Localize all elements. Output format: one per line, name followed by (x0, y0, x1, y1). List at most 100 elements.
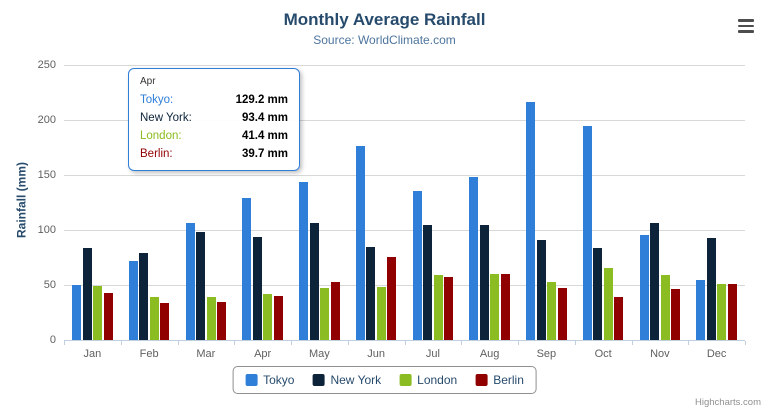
column-tokyo-apr[interactable] (242, 197, 252, 340)
column-tokyo-dec[interactable] (696, 280, 706, 340)
gridline (64, 175, 745, 176)
menu-bar (738, 24, 754, 27)
legend: Tokyo New York London Berlin (232, 366, 537, 394)
column-berlin-mar[interactable] (217, 302, 227, 340)
column-tokyo-jan[interactable] (72, 285, 82, 340)
column-london-mar[interactable] (206, 296, 216, 340)
y-axis-tick-label: 200 (37, 114, 56, 126)
legend-item-label: London (417, 373, 458, 387)
legend-item-london[interactable]: London (399, 373, 457, 387)
x-axis-tick (404, 341, 406, 345)
column-berlin-jun[interactable] (387, 256, 397, 340)
tooltip-series-label: New York: (140, 112, 192, 124)
menu-bar (738, 30, 754, 33)
x-axis-tick (518, 341, 519, 345)
column-london-jul[interactable] (433, 275, 443, 340)
column-london-jun[interactable] (376, 286, 386, 340)
legend-swatch (312, 374, 325, 386)
column-new-york-jan[interactable] (82, 248, 92, 340)
x-axis-tick (631, 341, 633, 345)
column-new-york-oct[interactable] (593, 248, 603, 340)
column-berlin-apr[interactable] (273, 296, 283, 340)
y-axis-tick-label: 50 (43, 279, 56, 291)
column-berlin-nov[interactable] (671, 288, 681, 340)
column-london-sep[interactable] (547, 282, 557, 340)
tooltip-series-value: 39.7 mm (241, 148, 288, 160)
column-berlin-may[interactable] (330, 282, 340, 340)
chart-title: Monthly Average Rainfall (283, 10, 486, 29)
y-axis-tick-label: 150 (37, 169, 56, 181)
column-berlin-feb[interactable] (160, 303, 170, 340)
gridline (64, 230, 745, 231)
x-axis-tick (120, 341, 122, 345)
tooltip-series-label: London: (140, 130, 182, 142)
column-tokyo-sep[interactable] (526, 101, 536, 340)
column-new-york-may[interactable] (309, 223, 319, 340)
legend-swatch (475, 374, 488, 386)
column-new-york-jul[interactable] (423, 224, 433, 340)
x-axis-label: Dec (706, 348, 727, 360)
gridline (64, 285, 745, 286)
column-tokyo-feb[interactable] (128, 261, 138, 340)
credits-link[interactable]: Highcharts.com (695, 397, 761, 408)
x-axis-label: Feb (139, 348, 159, 360)
x-axis-tick (688, 341, 690, 345)
legend-item-label: Berlin (493, 373, 524, 387)
legend-item-label: Tokyo (263, 373, 295, 387)
column-london-nov[interactable] (660, 274, 670, 340)
column-new-york-sep[interactable] (536, 239, 546, 340)
y-axis-tick-label: 250 (37, 59, 56, 71)
menu-bar (738, 19, 754, 22)
x-axis-tick (347, 341, 349, 345)
legend-swatch (245, 374, 258, 386)
column-london-feb[interactable] (149, 297, 159, 340)
column-tokyo-jun[interactable] (355, 146, 365, 340)
legend-item-berlin[interactable]: Berlin (475, 373, 524, 387)
column-berlin-sep[interactable] (557, 287, 567, 340)
column-tokyo-nov[interactable] (639, 234, 649, 340)
column-london-dec[interactable] (717, 283, 727, 340)
tooltip-series-value: 129.2 mm (235, 94, 288, 106)
x-axis-tick (234, 341, 236, 345)
tooltip-series-label: Berlin: (140, 148, 173, 160)
tooltip-series-value: 41.4 mm (241, 130, 288, 142)
column-berlin-oct[interactable] (614, 296, 624, 340)
x-axis-tick (64, 341, 65, 345)
column-tokyo-jul[interactable] (412, 190, 422, 340)
x-axis-label: Mar (196, 348, 216, 360)
column-berlin-jul[interactable] (444, 276, 454, 340)
column-new-york-aug[interactable] (479, 225, 489, 340)
column-tokyo-oct[interactable] (582, 126, 592, 340)
column-new-york-nov[interactable] (650, 222, 660, 340)
column-berlin-aug[interactable] (500, 273, 510, 340)
x-axis-tick (177, 341, 179, 345)
column-london-oct[interactable] (603, 268, 613, 340)
x-axis-tick (461, 341, 463, 345)
column-tokyo-may[interactable] (299, 181, 309, 340)
column-tokyo-mar[interactable] (185, 222, 195, 340)
column-berlin-dec[interactable] (727, 283, 737, 340)
column-new-york-mar[interactable] (196, 231, 206, 340)
column-new-york-feb[interactable] (139, 253, 149, 340)
x-axis-label: Nov (650, 348, 670, 360)
tooltip-row: Tokyo: 129.2 mm (140, 91, 288, 109)
column-london-jan[interactable] (93, 286, 103, 340)
x-axis-label: Jun (367, 348, 385, 360)
column-london-apr[interactable] (263, 294, 273, 340)
legend-item-new-york[interactable]: New York (312, 373, 381, 387)
y-axis-title: Rainfall (mm) (14, 162, 29, 239)
column-new-york-jun[interactable] (366, 247, 376, 340)
x-axis-label: Apr (254, 348, 272, 360)
tooltip-row: New York: 93.4 mm (140, 109, 288, 127)
hamburger-menu-icon[interactable] (735, 16, 757, 36)
tooltip-series-label: Tokyo: (140, 94, 174, 106)
column-london-aug[interactable] (490, 274, 500, 340)
column-new-york-apr[interactable] (252, 237, 262, 340)
legend-item-tokyo[interactable]: Tokyo (245, 373, 294, 387)
column-london-may[interactable] (320, 288, 330, 340)
column-berlin-jan[interactable] (103, 293, 113, 340)
column-tokyo-aug[interactable] (469, 176, 479, 340)
column-new-york-dec[interactable] (706, 238, 716, 340)
gridline (64, 65, 745, 66)
